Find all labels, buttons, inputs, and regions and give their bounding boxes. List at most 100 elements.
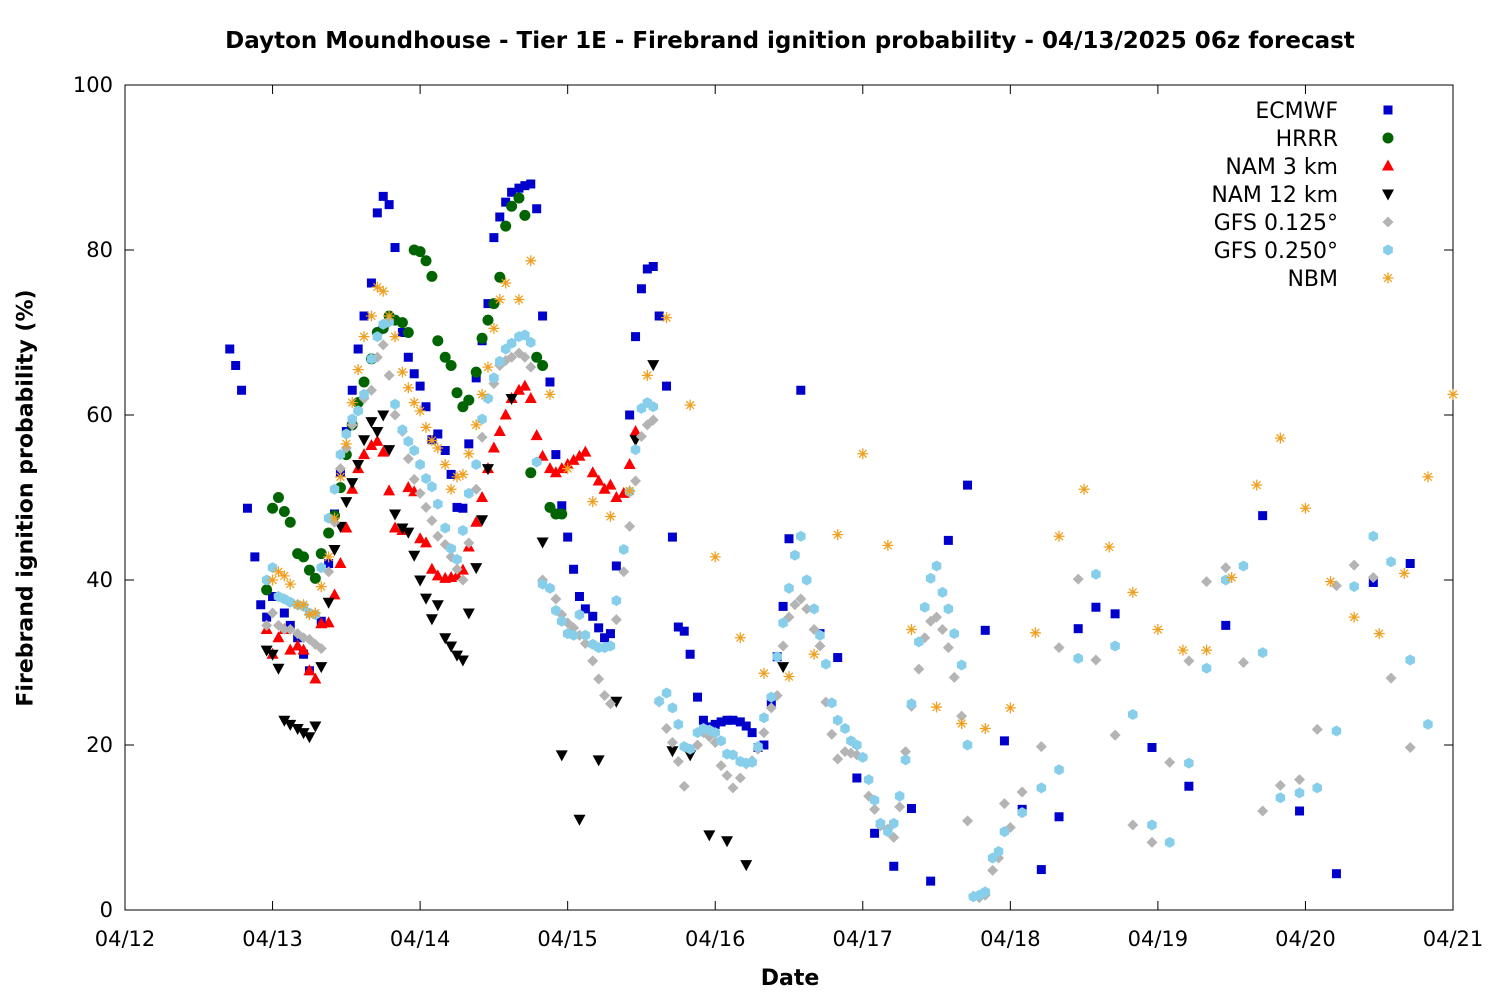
x-tick-label: 04/13	[242, 927, 303, 951]
data-point	[980, 886, 990, 898]
data-point	[470, 366, 482, 378]
data-point	[1331, 725, 1342, 737]
data-point	[962, 739, 973, 751]
data-point	[943, 603, 954, 615]
data-point	[1029, 627, 1041, 639]
data-point	[1036, 865, 1046, 875]
data-point	[1017, 807, 1027, 819]
data-point	[458, 503, 468, 513]
data-point	[545, 377, 555, 387]
data-point	[272, 631, 285, 643]
data-point	[303, 609, 315, 621]
data-point	[425, 614, 438, 626]
data-point	[402, 481, 415, 493]
data-point	[432, 442, 444, 454]
data-point	[1004, 702, 1016, 714]
series-nam-3-km	[260, 379, 642, 684]
data-point	[493, 425, 506, 436]
data-point	[569, 564, 579, 574]
data-point	[532, 204, 542, 214]
data-point	[309, 572, 321, 584]
data-point	[679, 626, 689, 636]
data-point	[309, 721, 322, 733]
data-point	[914, 636, 924, 648]
data-point	[389, 331, 401, 343]
data-point	[335, 449, 346, 461]
data-point	[1091, 568, 1101, 580]
data-point	[1238, 560, 1249, 572]
data-point	[610, 696, 623, 708]
data-point	[956, 718, 968, 730]
data-point	[483, 393, 493, 404]
data-point	[408, 397, 420, 409]
data-point	[815, 629, 825, 641]
data-point	[1221, 620, 1231, 630]
data-point	[814, 640, 826, 652]
data-point	[1164, 836, 1175, 848]
data-point	[832, 529, 844, 541]
data-point	[537, 360, 549, 371]
data-point	[506, 200, 518, 212]
data-point	[647, 414, 659, 426]
data-point	[610, 491, 623, 502]
data-point	[389, 509, 402, 521]
data-point	[439, 459, 451, 470]
data-point	[451, 563, 463, 575]
data-point	[358, 448, 371, 460]
data-point	[721, 836, 734, 848]
data-point	[303, 664, 316, 676]
data-point	[414, 487, 426, 499]
data-point	[371, 434, 384, 446]
data-point	[1072, 573, 1084, 585]
data-point	[574, 592, 584, 601]
data-point	[261, 619, 273, 631]
data-point	[489, 233, 499, 243]
data-point	[519, 351, 531, 363]
data-point	[710, 727, 720, 739]
data-point	[334, 557, 347, 568]
data-point	[758, 667, 770, 679]
data-point	[425, 562, 438, 574]
data-point	[858, 751, 868, 763]
data-point	[482, 314, 494, 326]
y-tick-label: 0	[100, 898, 113, 922]
data-point	[1109, 729, 1121, 741]
data-point	[365, 439, 378, 451]
data-point	[1423, 718, 1433, 730]
data-point	[931, 701, 943, 713]
data-point	[588, 611, 598, 621]
data-point	[963, 480, 973, 490]
data-point	[587, 496, 599, 508]
data-point	[630, 444, 641, 456]
data-point	[440, 522, 450, 534]
data-point	[427, 481, 437, 493]
data-point	[654, 311, 664, 321]
data-point	[857, 448, 869, 460]
data-point	[346, 397, 358, 409]
data-point	[1078, 483, 1090, 495]
data-point	[610, 614, 622, 626]
data-point	[550, 593, 562, 605]
data-point	[462, 608, 475, 620]
data-point	[635, 430, 647, 442]
data-point	[557, 615, 567, 627]
data-point	[1127, 586, 1139, 598]
data-point	[604, 698, 616, 710]
data-point	[1257, 805, 1269, 817]
data-point	[728, 749, 738, 761]
x-tick-label: 04/16	[685, 927, 746, 951]
legend-marker	[1382, 159, 1394, 171]
data-point	[894, 801, 906, 813]
data-point	[611, 595, 622, 607]
data-point	[284, 624, 296, 635]
data-point	[470, 419, 482, 431]
data-point	[495, 355, 505, 367]
data-point	[266, 649, 279, 661]
data-point	[551, 450, 561, 460]
data-point	[900, 754, 911, 766]
data-point	[549, 466, 562, 478]
data-point	[555, 462, 568, 474]
data-point	[537, 578, 548, 590]
data-point	[1422, 471, 1434, 483]
data-point	[500, 220, 512, 232]
